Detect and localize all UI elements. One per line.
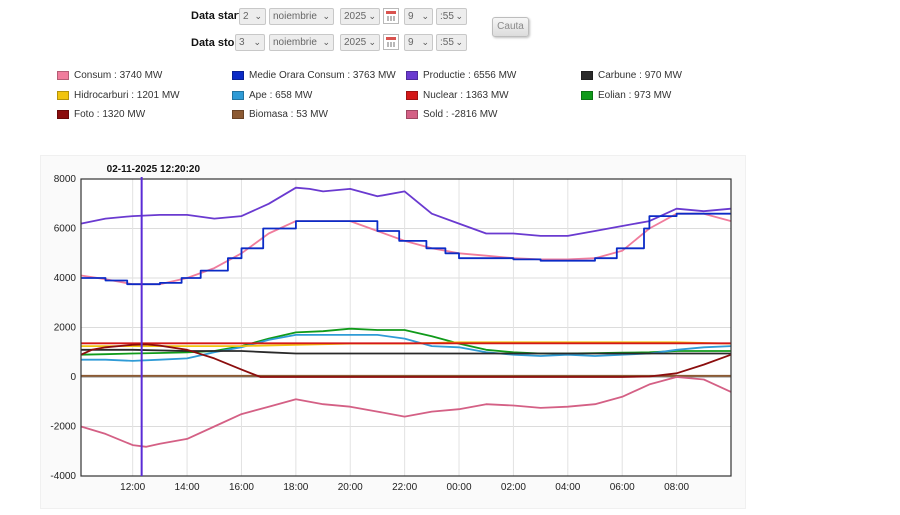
legend-item[interactable]: Carbune : 970 MW bbox=[581, 69, 682, 81]
line-chart[interactable]: -4000 -2000 0 2000 4000 6000 8000 12:00 14:00 16:… bbox=[41, 156, 747, 510]
series-line-carbune bbox=[81, 348, 731, 355]
start-calendar-icon[interactable] bbox=[383, 8, 399, 24]
time-cursor-label: 02-11-2025 12:20:20 bbox=[107, 164, 201, 175]
start-hour-select[interactable]: 9 ⌄ bbox=[404, 8, 433, 25]
y-tick-label: 0 bbox=[70, 372, 76, 383]
legend-swatch bbox=[232, 90, 244, 100]
legend-item[interactable]: Sold : -2816 MW bbox=[406, 108, 497, 120]
chevron-down-icon: ⌄ bbox=[322, 37, 330, 47]
plot-frame bbox=[80, 178, 732, 477]
legend-swatch bbox=[406, 70, 418, 80]
legend-item[interactable]: Foto : 1320 MW bbox=[57, 108, 145, 120]
legend-swatch bbox=[232, 109, 244, 119]
chart-axes: -4000 -2000 0 2000 4000 6000 8000 12:00 14:00 16:… bbox=[50, 174, 732, 493]
series-line-foto bbox=[80, 343, 732, 378]
stop-month-select[interactable]: noiembrie ⌄ bbox=[269, 34, 334, 51]
legend-swatch bbox=[406, 90, 418, 100]
x-tick-label: 00:00 bbox=[447, 482, 472, 493]
chevron-down-icon: ⌄ bbox=[368, 11, 376, 21]
stop-year-select[interactable]: 2025 ⌄ bbox=[340, 34, 380, 51]
legend-item[interactable]: Eolian : 973 MW bbox=[581, 89, 671, 101]
chevron-down-icon: ⌄ bbox=[421, 11, 429, 21]
legend-swatch bbox=[57, 90, 69, 100]
legend-swatch bbox=[581, 70, 593, 80]
chevron-down-icon: ⌄ bbox=[322, 11, 330, 21]
chart-panel: -4000 -2000 0 2000 4000 6000 8000 12:00 14:00 16:… bbox=[40, 155, 746, 509]
legend-item[interactable]: Hidrocarburi : 1201 MW bbox=[57, 89, 180, 101]
series-line-productie bbox=[80, 186, 732, 237]
legend-item[interactable]: Productie : 6556 MW bbox=[406, 69, 516, 81]
y-tick-label: 6000 bbox=[54, 224, 77, 235]
series-line-medie-orara-consum bbox=[81, 212, 731, 286]
x-tick-label: 20:00 bbox=[338, 482, 363, 493]
legend-swatch bbox=[581, 90, 593, 100]
legend-item[interactable]: Ape : 658 MW bbox=[232, 89, 312, 101]
search-button[interactable]: Cauta bbox=[492, 17, 529, 37]
start-day-select[interactable]: 2 ⌄ bbox=[239, 8, 266, 25]
y-tick-label: 2000 bbox=[54, 323, 77, 334]
stop-hour-select[interactable]: 9 ⌄ bbox=[404, 34, 433, 51]
series-line-sold bbox=[80, 376, 732, 448]
chevron-down-icon: ⌄ bbox=[253, 37, 261, 47]
x-tick-label: 18:00 bbox=[283, 482, 308, 493]
x-tick-label: 04:00 bbox=[555, 482, 580, 493]
legend-item[interactable]: Biomasa : 53 MW bbox=[232, 108, 328, 120]
x-tick-label: 08:00 bbox=[664, 482, 689, 493]
y-tick-label: 4000 bbox=[54, 273, 77, 284]
legend-swatch bbox=[57, 70, 69, 80]
chevron-down-icon: ⌄ bbox=[421, 37, 429, 47]
legend-item[interactable]: Consum : 3740 MW bbox=[57, 69, 162, 81]
x-tick-label: 16:00 bbox=[229, 482, 254, 493]
legend-swatch bbox=[406, 109, 418, 119]
legend-swatch bbox=[232, 70, 244, 80]
stop-minute-select[interactable]: :55 ⌄ bbox=[436, 34, 467, 51]
y-tick-label: -2000 bbox=[50, 422, 76, 433]
x-tick-label: 12:00 bbox=[120, 482, 145, 493]
x-tick-label: 02:00 bbox=[501, 482, 526, 493]
x-tick-label: 14:00 bbox=[175, 482, 200, 493]
y-tick-label: 8000 bbox=[54, 174, 77, 185]
stop-date-label: Data stop bbox=[191, 37, 242, 49]
chart-series bbox=[80, 186, 732, 448]
stop-day-select[interactable]: 3 ⌄ bbox=[235, 34, 265, 51]
y-tick-label: -4000 bbox=[50, 471, 76, 482]
start-date-label: Data start bbox=[191, 10, 242, 22]
series-line-ape bbox=[81, 333, 732, 362]
chevron-down-icon: ⌄ bbox=[455, 37, 463, 47]
chevron-down-icon: ⌄ bbox=[455, 11, 463, 21]
start-year-select[interactable]: 2025 ⌄ bbox=[340, 8, 380, 25]
start-month-select[interactable]: noiembrie ⌄ bbox=[269, 8, 334, 25]
x-tick-label: 22:00 bbox=[392, 482, 417, 493]
chevron-down-icon: ⌄ bbox=[254, 11, 262, 21]
legend-item[interactable]: Medie Orara Consum : 3763 MW bbox=[232, 69, 396, 81]
legend-swatch bbox=[57, 109, 69, 119]
x-tick-label: 06:00 bbox=[610, 482, 635, 493]
chart-grid bbox=[81, 178, 731, 477]
chevron-down-icon: ⌄ bbox=[368, 37, 376, 47]
legend-item[interactable]: Nuclear : 1363 MW bbox=[406, 89, 509, 101]
start-minute-select[interactable]: :55 ⌄ bbox=[436, 8, 467, 25]
stop-calendar-icon[interactable] bbox=[383, 34, 399, 50]
